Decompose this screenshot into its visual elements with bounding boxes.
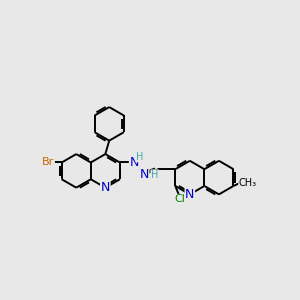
Text: Br: Br bbox=[42, 158, 54, 167]
Text: N: N bbox=[140, 168, 149, 181]
Text: H: H bbox=[151, 170, 158, 180]
Text: H: H bbox=[136, 152, 143, 162]
Text: N: N bbox=[185, 188, 194, 201]
Text: CH₃: CH₃ bbox=[239, 178, 257, 188]
Text: Cl: Cl bbox=[174, 194, 185, 204]
Text: N: N bbox=[100, 181, 110, 194]
Text: N: N bbox=[130, 156, 139, 169]
